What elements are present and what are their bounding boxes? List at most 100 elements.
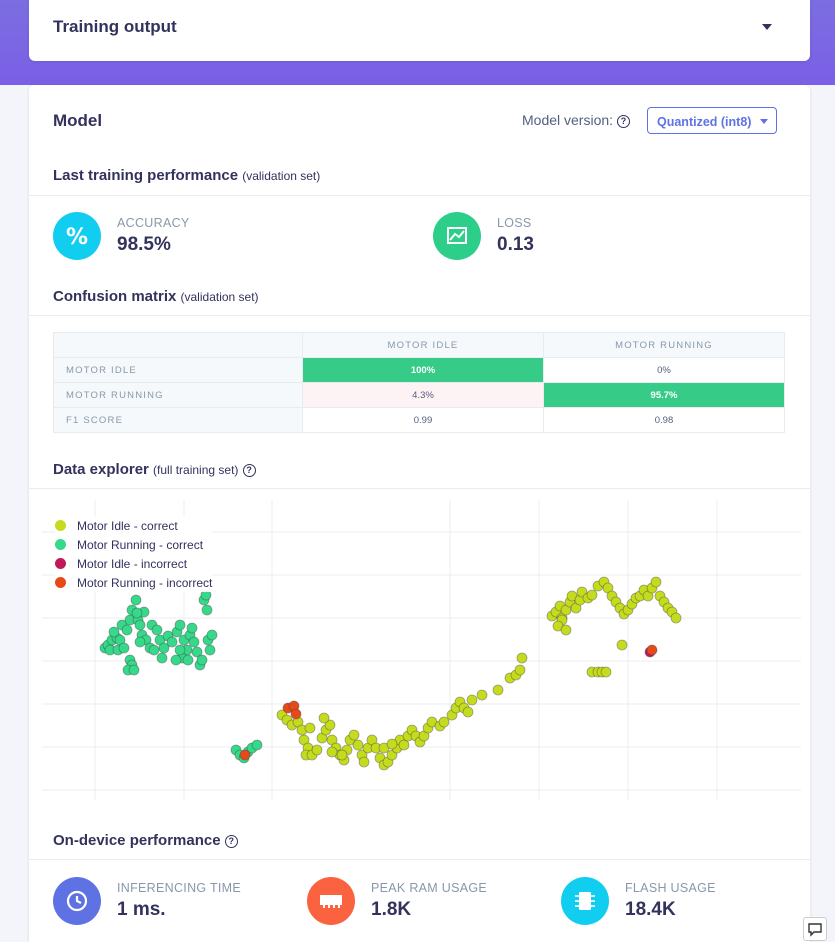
- scatter-point[interactable]: [108, 626, 120, 638]
- scatter-point[interactable]: [174, 619, 186, 631]
- scatter-point[interactable]: [188, 636, 200, 648]
- training-output-title: Training output: [53, 17, 177, 36]
- scatter-point[interactable]: [151, 624, 163, 636]
- scatter-point[interactable]: [186, 622, 198, 634]
- scatter-point[interactable]: [311, 744, 323, 756]
- scatter-point[interactable]: [438, 716, 450, 728]
- scatter-point[interactable]: [492, 684, 504, 696]
- data-explorer-plot[interactable]: Motor Idle - correct Motor Running - cor…: [29, 490, 810, 815]
- divider: [29, 315, 810, 316]
- scatter-plot[interactable]: [29, 490, 810, 815]
- model-title: Model: [53, 111, 103, 130]
- table-cell: [53, 332, 303, 358]
- help-icon[interactable]: ?: [224, 835, 238, 848]
- table-row: MOTOR IDLE 100% 0%: [53, 357, 785, 383]
- scatter-point[interactable]: [600, 666, 612, 678]
- scatter-point[interactable]: [650, 576, 662, 588]
- scatter-point[interactable]: [318, 712, 330, 724]
- scatter-point[interactable]: [196, 654, 208, 666]
- data-explorer-subtitle: (full training set): [153, 463, 239, 477]
- legend-item[interactable]: Motor Running - incorrect: [55, 573, 212, 592]
- last-training-subtitle: (validation set): [242, 169, 321, 183]
- scatter-point[interactable]: [586, 589, 598, 601]
- last-training-title: Last training performance (validation se…: [53, 167, 320, 184]
- help-icon[interactable]: ?: [616, 115, 630, 128]
- trend-chart-icon: [433, 212, 481, 260]
- divider: [29, 488, 810, 489]
- scatter-point[interactable]: [516, 652, 528, 664]
- caret-down-icon[interactable]: [762, 24, 772, 30]
- scatter-point[interactable]: [324, 719, 336, 731]
- accuracy-label: ACCURACY: [117, 216, 190, 230]
- accuracy-value: 98.5%: [117, 234, 171, 255]
- legend-dot: [55, 577, 66, 588]
- table-cell: 0%: [543, 357, 785, 383]
- legend: Motor Idle - correct Motor Running - cor…: [55, 516, 213, 592]
- scatter-point[interactable]: [304, 722, 316, 734]
- scatter-point[interactable]: [348, 729, 360, 741]
- percent-icon: %: [53, 212, 101, 260]
- scatter-point[interactable]: [336, 749, 348, 761]
- scatter-point[interactable]: [352, 739, 364, 751]
- loss-label: LOSS: [497, 216, 532, 230]
- scatter-point[interactable]: [386, 738, 398, 750]
- scatter-point[interactable]: [118, 642, 130, 654]
- scatter-point[interactable]: [466, 694, 478, 706]
- scatter-point[interactable]: [130, 594, 142, 606]
- scatter-point[interactable]: [148, 644, 160, 656]
- feedback-icon[interactable]: [803, 917, 827, 941]
- divider: [29, 195, 810, 196]
- loss-value: 0.13: [497, 234, 534, 255]
- chip-icon: [561, 877, 609, 925]
- legend-item[interactable]: Motor Running - correct: [55, 535, 212, 554]
- scatter-point[interactable]: [462, 706, 474, 718]
- scatter-point[interactable]: [182, 654, 194, 666]
- scatter-point[interactable]: [476, 689, 488, 701]
- confusion-matrix-title: Confusion matrix (validation set): [53, 288, 259, 305]
- scatter-point[interactable]: [560, 624, 572, 636]
- clock-icon: [53, 877, 101, 925]
- scatter-point[interactable]: [121, 624, 133, 636]
- scatter-point[interactable]: [191, 646, 203, 658]
- help-icon[interactable]: ?: [242, 464, 256, 477]
- training-output-card[interactable]: Training output: [29, 0, 810, 61]
- row-header: MOTOR RUNNING: [53, 382, 303, 408]
- scatter-point[interactable]: [128, 664, 140, 676]
- table-cell: 0.98: [543, 407, 785, 433]
- model-version-label: Model version: ?: [522, 112, 630, 128]
- legend-label: Motor Running - correct: [77, 537, 204, 552]
- scatter-point[interactable]: [514, 664, 526, 676]
- scatter-point[interactable]: [131, 607, 143, 619]
- legend-label: Motor Idle - incorrect: [77, 556, 188, 571]
- scatter-point[interactable]: [616, 639, 628, 651]
- legend-dot: [55, 539, 66, 550]
- scatter-point[interactable]: [170, 654, 182, 666]
- flash-value: 18.4K: [625, 899, 676, 920]
- legend-dot: [55, 558, 66, 569]
- scatter-point[interactable]: [398, 739, 410, 751]
- scatter-point[interactable]: [204, 644, 216, 656]
- column-header: MOTOR IDLE: [302, 332, 544, 358]
- legend-item[interactable]: Motor Idle - incorrect: [55, 554, 212, 573]
- scatter-point[interactable]: [156, 652, 168, 664]
- scatter-point[interactable]: [670, 612, 682, 624]
- scatter-point[interactable]: [166, 636, 178, 648]
- scatter-point[interactable]: [134, 636, 146, 648]
- row-header: MOTOR IDLE: [53, 357, 303, 383]
- scatter-point[interactable]: [158, 642, 170, 654]
- scatter-point[interactable]: [134, 619, 146, 631]
- inferencing-value: 1 ms.: [117, 899, 166, 920]
- legend-item[interactable]: Motor Idle - correct: [55, 516, 212, 535]
- scatter-point[interactable]: [201, 604, 213, 616]
- scatter-point[interactable]: [206, 629, 218, 641]
- scatter-point[interactable]: [174, 644, 186, 656]
- scatter-point[interactable]: [326, 746, 338, 758]
- model-version-select[interactable]: Quantized (int8): [647, 107, 777, 134]
- divider: [29, 859, 810, 860]
- scatter-point[interactable]: [290, 708, 302, 720]
- scatter-point[interactable]: [358, 756, 370, 768]
- scatter-point[interactable]: [646, 644, 658, 656]
- scatter-point[interactable]: [251, 739, 263, 751]
- scatter-point[interactable]: [239, 749, 251, 761]
- scatter-point[interactable]: [386, 749, 398, 761]
